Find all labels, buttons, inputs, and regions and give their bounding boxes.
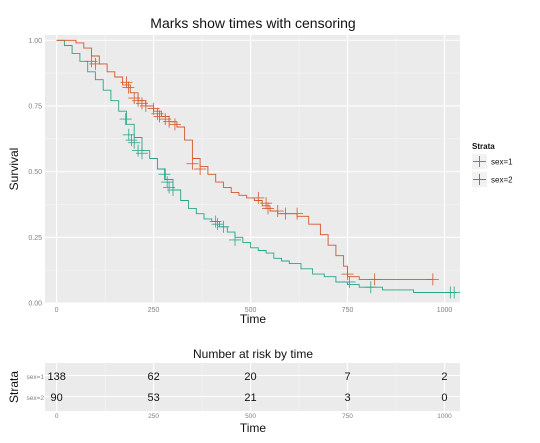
risk-cell: 138 <box>47 371 65 383</box>
risk-cell: 20 <box>244 371 256 383</box>
legend-label-sex2: sex=2 <box>491 176 513 185</box>
x-tick-label: 250 <box>148 307 160 314</box>
risk-cell: 62 <box>147 371 159 383</box>
risk-cell: 2 <box>441 371 447 383</box>
y-tick-label: 0.00 <box>28 301 42 308</box>
risk-x-tick-label: 0 <box>55 413 59 420</box>
risk-x-axis-title: Time <box>240 421 267 435</box>
risk-cell: 3 <box>344 392 350 404</box>
risk-table-title: Number at risk by time <box>193 347 313 361</box>
x-tick-label: 1000 <box>437 307 453 314</box>
legend-title: Strata <box>472 142 495 151</box>
risk-cell: 0 <box>441 392 447 404</box>
risk-table-panel <box>45 363 460 411</box>
legend-label-sex1: sex=1 <box>491 158 513 167</box>
y-tick-label: 1.00 <box>28 38 42 45</box>
y-tick-label: 0.75 <box>28 103 42 110</box>
risk-row-label-sex1: sex=1 <box>26 374 44 381</box>
x-axis-title: Time <box>240 312 267 326</box>
risk-cell: 90 <box>51 392 63 404</box>
x-tick-label: 750 <box>342 307 354 314</box>
y-axis-ticks: 0.00 0.25 0.50 0.75 1.00 <box>28 38 42 308</box>
risk-cell: 7 <box>344 371 350 383</box>
x-axis-ticks: 0 250 500 750 1000 <box>55 307 453 314</box>
y-tick-label: 0.25 <box>28 235 42 242</box>
risk-x-tick-label: 500 <box>245 413 256 420</box>
survival-curve-sex2 <box>56 39 433 280</box>
survival-plot-panel <box>45 35 460 303</box>
risk-x-tick-label: 1000 <box>437 413 452 420</box>
legend: Strata sex=1 sex=2 <box>472 142 513 187</box>
chart-title: Marks show times with censoring <box>150 15 355 31</box>
x-tick-label: 500 <box>245 307 257 314</box>
survival-gridlines <box>45 35 460 304</box>
risk-table-gridlines <box>45 363 460 411</box>
y-tick-label: 0.50 <box>28 169 42 176</box>
survival-curves <box>56 39 461 299</box>
risk-x-tick-label: 250 <box>148 413 159 420</box>
x-tick-label: 0 <box>55 307 59 314</box>
risk-x-axis-ticks: 0 250 500 750 1000 <box>55 413 452 420</box>
risk-cell: 53 <box>147 392 159 404</box>
y-axis-title: Survival <box>7 148 21 191</box>
risk-row-sex2: 90 53 21 3 0 <box>51 392 448 404</box>
risk-cell: 21 <box>244 392 256 404</box>
risk-y-axis-title: Strata <box>7 371 21 403</box>
risk-row-sex1: 138 62 20 7 2 <box>47 371 447 383</box>
risk-row-label-sex2: sex=2 <box>26 395 44 402</box>
risk-x-tick-label: 750 <box>342 413 353 420</box>
